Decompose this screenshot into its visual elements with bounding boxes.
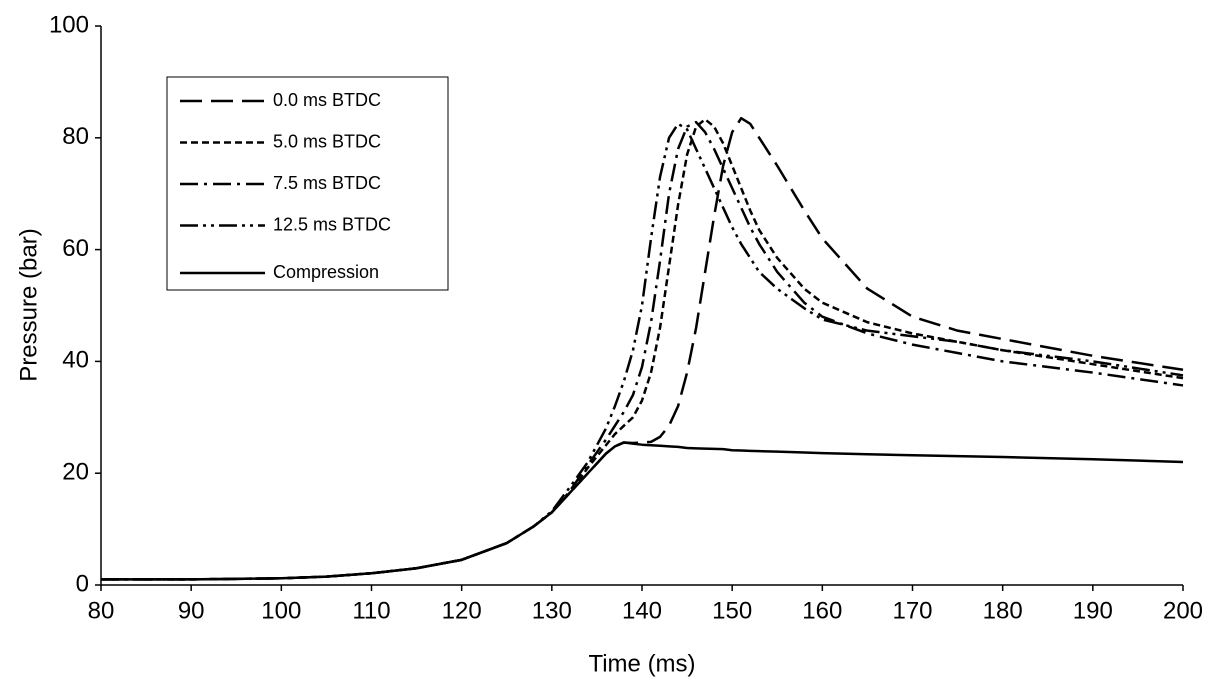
legend-label: 7.5 ms BTDC [273, 173, 381, 193]
y-tick-label: 20 [62, 459, 89, 486]
y-tick-label: 40 [62, 347, 89, 374]
x-tick-label: 90 [178, 597, 205, 624]
x-tick-label: 140 [622, 597, 662, 624]
x-tick-label: 180 [983, 597, 1023, 624]
y-tick-label: 80 [62, 123, 89, 150]
x-tick-label: 110 [352, 597, 390, 624]
x-axis-title: Time (ms) [588, 650, 695, 677]
x-tick-label: 120 [442, 597, 482, 624]
x-tick-label: 190 [1073, 597, 1113, 624]
series-line [101, 441, 1184, 581]
y-tick-label: 100 [49, 11, 89, 38]
x-tick-label: 160 [802, 597, 842, 624]
x-tick-label: 150 [712, 597, 752, 624]
y-tick-label: 60 [62, 235, 89, 262]
legend-label: 5.0 ms BTDC [273, 131, 381, 151]
x-tick-label: 170 [892, 597, 932, 624]
x-tick-label: 80 [88, 597, 115, 624]
x-tick-label: 100 [261, 597, 301, 624]
x-tick-label: 130 [532, 597, 572, 624]
legend-label: 12.5 ms BTDC [273, 214, 391, 234]
legend-label: Compression [273, 262, 379, 282]
y-axis-title: Pressure (bar) [15, 228, 42, 381]
y-tick-label: 0 [76, 570, 89, 597]
x-tick-label: 200 [1163, 597, 1203, 624]
series-line [101, 122, 1184, 581]
legend-label: 0.0 ms BTDC [273, 90, 381, 110]
